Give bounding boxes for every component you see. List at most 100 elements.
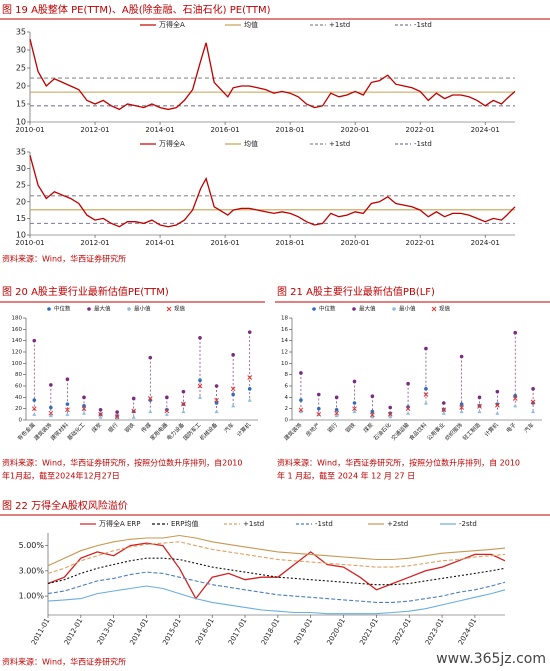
x-tick-label: 计算机	[235, 420, 253, 438]
x-tick-label: 2020-01	[325, 617, 347, 646]
y-tick-label: 100	[12, 361, 23, 367]
point-marker	[531, 409, 536, 414]
series-line	[47, 541, 506, 574]
legend-label: 万得全A	[159, 20, 185, 29]
x-tick-label: 2024-01	[457, 617, 479, 646]
point-marker	[352, 379, 357, 384]
x-tick-label: 2016-01	[194, 617, 216, 646]
point-marker	[406, 381, 410, 386]
point-marker	[231, 403, 236, 408]
x-tick-label: 2019-01	[293, 617, 315, 646]
y-tick-label: 80	[15, 372, 22, 378]
point-marker	[370, 394, 375, 399]
legend-label: 最大值	[359, 305, 376, 313]
x-tick-label: 钢铁	[344, 420, 358, 434]
point-marker	[164, 412, 169, 416]
point-marker	[214, 397, 219, 403]
legend-swatch	[166, 306, 172, 312]
legend-label: ERP均值	[171, 519, 199, 528]
point-marker	[477, 404, 482, 409]
y-tick-label: 5.00%	[19, 541, 45, 550]
point-marker	[131, 415, 136, 419]
y-tick-label: 18	[281, 316, 288, 322]
x-tick-label: 2022-01	[406, 126, 435, 134]
legend-label: 均值	[244, 139, 258, 148]
point-marker	[531, 387, 535, 391]
y-tick-label: 35	[16, 148, 26, 157]
legend-label: 中位数	[319, 305, 336, 313]
point-marker	[477, 395, 482, 400]
x-tick-label: 建筑装饰	[282, 420, 304, 442]
x-tick-label: 2010-01	[15, 239, 44, 247]
x-tick-label: 2012-01	[63, 617, 85, 646]
x-tick-label: 2016-01	[210, 126, 239, 134]
y-tick-label: 20	[15, 406, 22, 412]
point-marker	[198, 378, 202, 383]
source-note: 资料来源：Wind，华西证券研究所	[2, 657, 126, 667]
series-line	[47, 534, 506, 567]
point-marker	[405, 406, 411, 412]
legend-label: -1std	[315, 520, 333, 528]
x-tick-label: 2018-01	[275, 126, 304, 134]
point-marker	[459, 402, 464, 406]
point-marker	[477, 409, 482, 414]
y-tick-label: 30	[16, 46, 26, 55]
y-tick-label: 16	[281, 327, 288, 333]
x-tick-label: 钢铁	[123, 420, 137, 434]
point-marker	[495, 411, 500, 415]
y-tick-label: 20	[16, 197, 26, 206]
source-note: 年1月起，截至2024年12月27日	[2, 471, 120, 481]
x-tick-label: 2011-01	[30, 617, 52, 646]
chart-title: 图 19 A股整体 PE(TTM)、A股(除金融、石油石化) PE(TTM)	[2, 3, 271, 16]
legend-swatch	[431, 306, 437, 312]
x-tick-label: 煤炭	[90, 420, 104, 434]
point-marker	[31, 406, 37, 412]
point-marker	[298, 409, 303, 414]
x-tick-label: 2023-01	[424, 617, 446, 646]
point-marker	[334, 413, 339, 418]
y-tick-label: 8	[285, 372, 289, 378]
x-tick-label: 2010-01	[15, 126, 44, 134]
point-marker	[247, 375, 253, 380]
point-marker	[231, 392, 235, 397]
point-marker	[423, 392, 429, 397]
legend-label: 现值	[174, 305, 186, 313]
point-marker	[65, 407, 70, 413]
y-tick-label: 10	[16, 118, 26, 127]
y-tick-label: 2	[285, 406, 289, 412]
source-note: 资料来源：Wind，华西证券研究所，按照分位数升序排列，自2010	[2, 458, 242, 468]
legend-label: 最小值	[399, 305, 416, 313]
point-marker	[424, 387, 428, 391]
x-tick-label: 2016-01	[210, 239, 239, 247]
point-marker	[441, 401, 446, 405]
point-marker	[164, 408, 170, 414]
point-marker	[82, 395, 86, 400]
series-line	[47, 542, 506, 600]
x-tick-label: 2012-01	[80, 126, 109, 134]
x-tick-label: 机械设备	[198, 420, 220, 442]
x-tick-label: 2018-01	[260, 617, 282, 646]
point-marker	[370, 409, 375, 414]
y-tick-label: 4	[285, 395, 289, 401]
x-tick-label: 房地产	[304, 420, 322, 438]
point-marker	[513, 393, 518, 398]
point-marker	[316, 392, 321, 397]
y-tick-label: 25	[16, 64, 26, 73]
point-marker	[370, 412, 375, 418]
point-marker	[513, 403, 518, 408]
x-tick-label: 轻工制造	[461, 420, 483, 442]
y-tick-label: 60	[15, 384, 22, 390]
x-tick-label: 银行	[106, 420, 120, 434]
point-marker	[424, 346, 428, 351]
point-marker	[334, 395, 339, 400]
x-tick-label: 2022-01	[391, 617, 413, 646]
point-marker	[387, 411, 393, 417]
x-tick-label: 2024-01	[471, 239, 500, 247]
x-tick-label: 电子	[504, 420, 518, 434]
x-tick-label: 2020-01	[341, 239, 370, 247]
point-marker	[65, 412, 70, 416]
watermark-bg	[420, 648, 550, 670]
series-line	[47, 557, 506, 586]
x-tick-label: 2014-01	[145, 126, 174, 134]
